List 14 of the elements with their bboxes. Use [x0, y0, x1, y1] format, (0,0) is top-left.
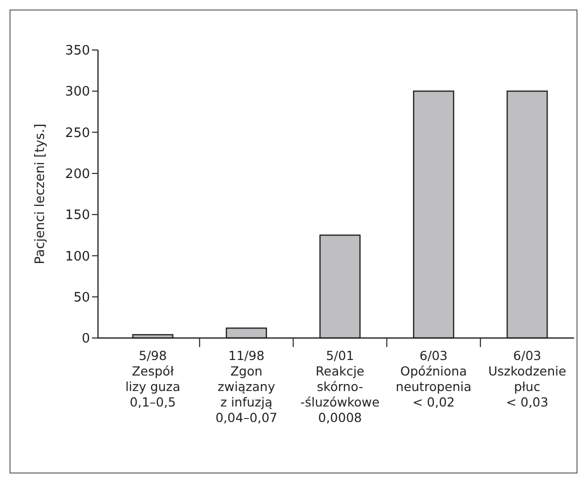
y-tick-label: 0: [82, 332, 90, 347]
y-tick-label: 100: [65, 249, 90, 264]
y-tick-label: 250: [65, 126, 90, 141]
y-tick-label: 150: [65, 208, 90, 224]
x-tick-label: 6/03 Uszkodzenie płuc < 0,03: [488, 348, 566, 410]
y-tick-label: 300: [65, 84, 90, 100]
x-tick-label: 6/03 Opóźniona neutropenia < 0,02: [396, 348, 472, 410]
x-tick-label: 5/01 Reakcje skórno- -śluzówkowe 0,0008: [300, 348, 380, 425]
y-tick-label: 50: [73, 290, 90, 306]
y-axis-title: Pacjenci leczeni [tys.]: [33, 124, 48, 264]
x-tick-label: 5/98 Zespół lizy guza 0,1–0,5: [125, 348, 180, 410]
y-tick-label: 200: [65, 166, 90, 182]
y-tick-label: 350: [65, 44, 90, 59]
x-tick-label: 11/98 Zgon związany z infuzją 0,04–0,07: [215, 348, 278, 425]
